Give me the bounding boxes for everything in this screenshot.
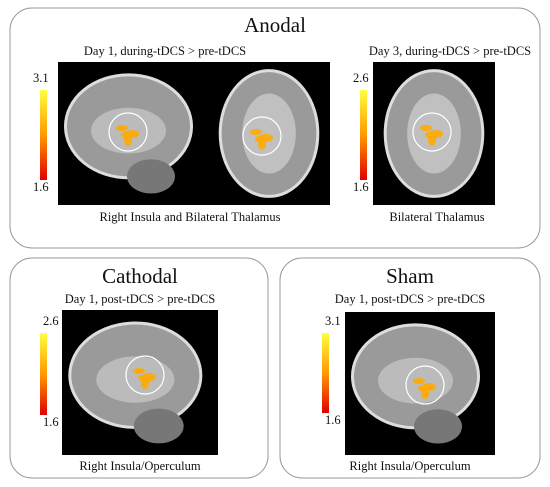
cerebellum [414, 409, 462, 444]
roi-circle [242, 116, 282, 156]
panel-title: Anodal [244, 13, 306, 37]
caption: Bilateral Thalamus [389, 210, 484, 224]
colorbar-min: 1.6 [325, 413, 341, 427]
brain-inner [96, 356, 175, 403]
colorbar [40, 90, 47, 180]
activation-blob [138, 375, 146, 381]
roi-circle [405, 365, 445, 405]
activation-blob [250, 129, 262, 135]
activation-blob [116, 125, 128, 131]
colorbar-min: 1.6 [33, 180, 49, 194]
caption: Right Insula/Operculum [79, 459, 200, 473]
roi-circle [412, 112, 452, 152]
colorbar [40, 333, 47, 415]
panel-title: Sham [386, 264, 434, 288]
cerebellum [127, 159, 175, 194]
panel-box [9, 257, 269, 479]
panel-title: Cathodal [102, 264, 178, 288]
activation-blob [425, 132, 433, 138]
subtitle: Day 1, post-tDCS > pre-tDCS [65, 292, 215, 306]
colorbar-max: 2.6 [353, 71, 369, 85]
activation-blob [418, 385, 426, 391]
colorbar-min: 1.6 [43, 415, 59, 429]
colorbar [322, 333, 329, 413]
colorbar-max: 3.1 [33, 71, 49, 85]
subtitle: Day 3, during-tDCS > pre-tDCS [369, 44, 531, 58]
colorbar-max: 3.1 [325, 314, 341, 328]
subtitle: Day 1, during-tDCS > pre-tDCS [84, 44, 246, 58]
activation-blob [255, 136, 263, 142]
panel-box [279, 257, 541, 479]
caption: Right Insula/Operculum [349, 459, 470, 473]
subtitle: Day 1, post-tDCS > pre-tDCS [335, 292, 485, 306]
activation-blob [121, 132, 129, 138]
colorbar-min: 1.6 [353, 180, 369, 194]
roi-circle [125, 355, 165, 395]
cerebellum [133, 408, 184, 444]
brain-inner [242, 93, 296, 174]
roi-circle [108, 112, 148, 152]
activation-blob [413, 378, 425, 384]
colorbar [360, 90, 367, 180]
colorbar-max: 2.6 [43, 314, 59, 328]
activation-blob [420, 125, 432, 131]
activation-blob [133, 368, 145, 374]
panel-box [9, 7, 541, 249]
caption: Right Insula and Bilateral Thalamus [100, 210, 281, 224]
